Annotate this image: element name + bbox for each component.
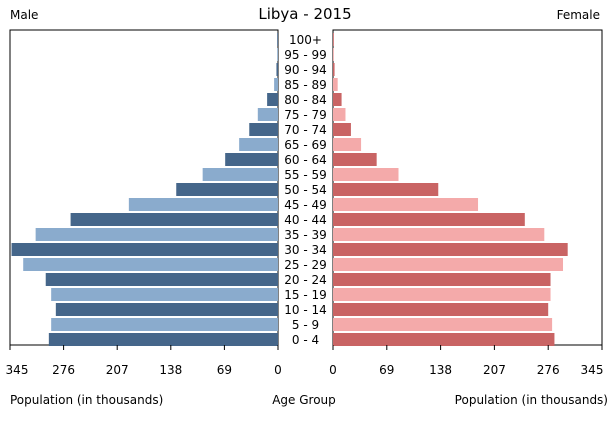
female-bar-15-19 [333,288,551,301]
age-group-label: 80 - 84 [284,93,327,107]
male-axis-title: Population (in thousands) [10,393,164,407]
female-bar-55-59 [333,168,399,181]
female-tick-label: 69 [379,363,394,377]
male-bar-20-24 [45,273,279,286]
female-tick-label: 345 [581,363,604,377]
female-tick-label: 207 [483,363,506,377]
age-group-label: 20 - 24 [284,273,327,287]
male-tick-label: 345 [6,363,29,377]
age-group-label: 10 - 14 [284,303,327,317]
age-group-label: 50 - 54 [284,183,327,197]
female-bar-20-24 [333,273,551,286]
male-bar-65-69 [239,138,278,151]
female-bar-100 [333,33,334,46]
male-panel-label: Male [10,8,39,22]
female-bar-75-79 [333,108,346,121]
age-group-label: 40 - 44 [284,213,327,227]
male-bar-90-94 [276,63,278,76]
female-tick-label: 276 [537,363,560,377]
male-tick-label: 207 [106,363,129,377]
age-group-label: 70 - 74 [284,123,327,137]
male-bar-25-29 [23,258,279,271]
chart-title: Libya - 2015 [258,5,352,23]
male-tick-label: 276 [52,363,75,377]
female-tick-label: 138 [429,363,452,377]
male-bar-45-49 [128,198,278,211]
male-tick-label: 69 [217,363,232,377]
male-bar-70-74 [249,123,278,136]
age-group-axis-title: Age Group [272,393,336,407]
male-bar-5-9 [51,318,278,331]
female-bar-85-89 [333,78,338,91]
female-bar-40-44 [333,213,525,226]
female-axis-title: Population (in thousands) [454,393,608,407]
male-bar-30-34 [11,243,279,256]
male-bar-35-39 [35,228,278,241]
male-tick-label: 138 [159,363,182,377]
male-bar-60-64 [225,153,278,166]
female-bar-65-69 [333,138,362,151]
female-panel-label: Female [556,8,600,22]
female-bar-0-4 [333,333,555,346]
male-tick-label: 0 [274,363,282,377]
female-bar-25-29 [333,258,564,271]
female-bar-80-84 [333,93,342,106]
age-group-label: 5 - 9 [292,318,319,332]
age-group-label: 15 - 19 [284,288,327,302]
male-bar-55-59 [202,168,278,181]
male-bar-40-44 [70,213,278,226]
male-bar-15-19 [51,288,278,301]
age-group-label: 95 - 99 [284,48,327,62]
female-bar-60-64 [333,153,377,166]
age-group-label: 75 - 79 [284,108,327,122]
age-group-label: 25 - 29 [284,258,327,272]
age-group-label: 30 - 34 [284,243,327,257]
age-group-label: 65 - 69 [284,138,327,152]
age-group-label: 100+ [289,33,322,47]
male-bar-80-84 [267,93,278,106]
female-bar-50-54 [333,183,439,196]
female-bar-35-39 [333,228,545,241]
age-group-label: 85 - 89 [284,78,327,92]
age-group-label: 90 - 94 [284,63,327,77]
male-bar-100 [277,33,278,46]
age-group-label: 55 - 59 [284,168,327,182]
male-bar-10-14 [55,303,278,316]
female-bar-90-94 [333,63,335,76]
male-bar-50-54 [176,183,278,196]
female-bar-95-99 [333,48,334,61]
age-group-label: 0 - 4 [292,333,319,347]
male-bar-75-79 [257,108,278,121]
male-bar-0-4 [48,333,279,346]
female-bar-70-74 [333,123,351,136]
female-bar-30-34 [333,243,568,256]
age-group-label: 60 - 64 [284,153,327,167]
age-group-label: 35 - 39 [284,228,327,242]
female-bar-45-49 [333,198,479,211]
female-tick-label: 0 [329,363,337,377]
male-bar-95-99 [277,48,278,61]
female-bar-10-14 [333,303,549,316]
female-bar-5-9 [333,318,553,331]
male-bar-85-89 [274,78,278,91]
age-group-label: 45 - 49 [284,198,327,212]
